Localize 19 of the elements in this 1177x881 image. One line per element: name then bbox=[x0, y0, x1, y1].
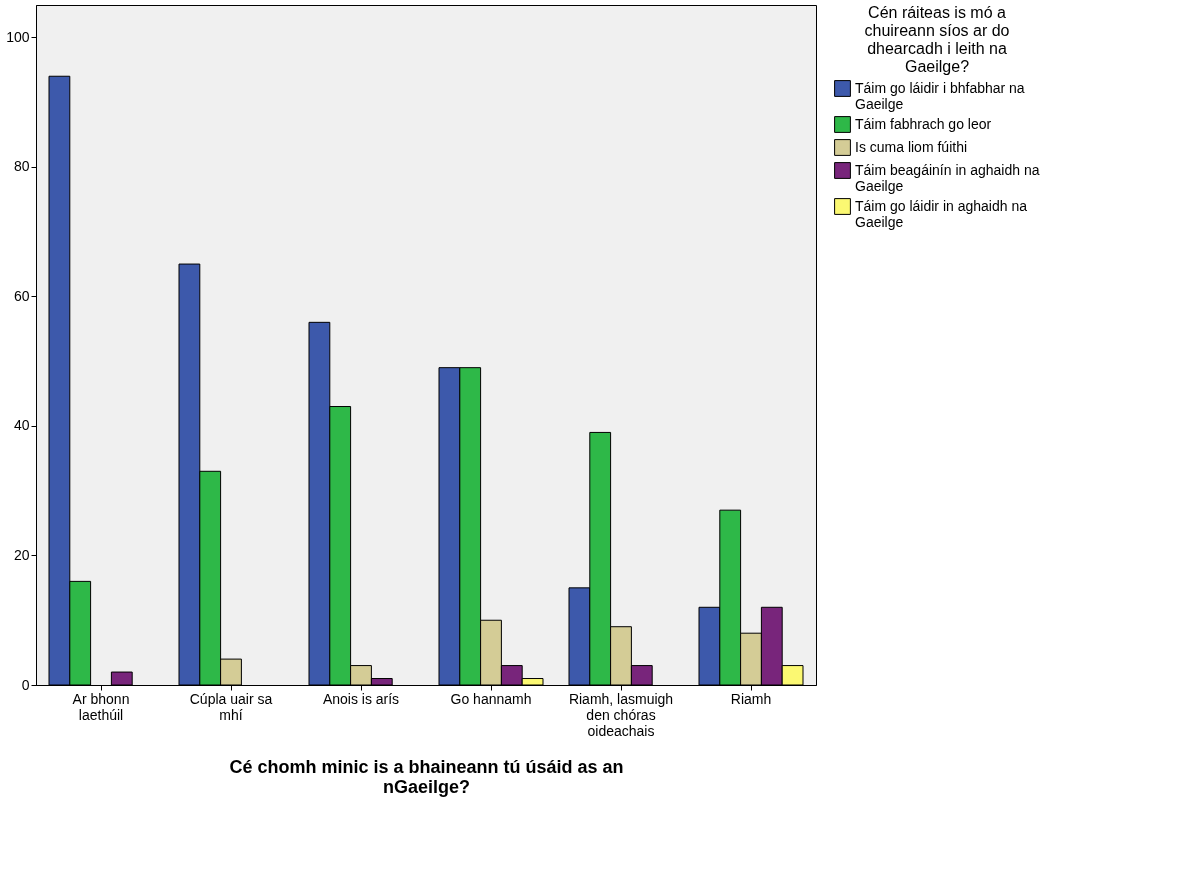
legend-label: Is cuma liom fúithi bbox=[855, 138, 968, 155]
legend-label: Táim beagáinín in aghaidh na Gaeilge bbox=[855, 161, 1040, 194]
legend-title: Cén ráiteas is mó a chuireann síos ar do dhearcadh i leith na Gaeilge? bbox=[864, 4, 1010, 75]
y-tick-label: 100 bbox=[6, 28, 30, 45]
x-tick-label: Riamh bbox=[730, 690, 772, 707]
y-tick-label: 80 bbox=[13, 158, 30, 175]
legend-label: Táim go láidir i bhfabhar na Gaeilge bbox=[855, 79, 1025, 112]
x-tick-label: Ar bhonn laethúil bbox=[72, 690, 130, 723]
legend-label: Táim fabhrach go leor bbox=[855, 115, 992, 132]
x-tick-label: Cúpla uair sa mhí bbox=[189, 690, 273, 723]
y-tick-label: 40 bbox=[13, 417, 30, 434]
y-tick-label: 60 bbox=[13, 287, 30, 304]
x-tick-label: Go hannamh bbox=[450, 690, 532, 707]
y-tick-label: 0 bbox=[21, 676, 30, 693]
y-tick-label: 20 bbox=[13, 546, 30, 563]
x-tick-label: Anois is arís bbox=[322, 690, 400, 707]
x-tick-label: Riamh, lasmuigh den chóras oideachais bbox=[568, 690, 674, 739]
legend-label: Táim go láidir in aghaidh na Gaeilge bbox=[855, 197, 1028, 230]
x-axis-title: Cé chomh minic is a bhaineann tú úsáid as an nGaeilge? bbox=[229, 756, 624, 797]
